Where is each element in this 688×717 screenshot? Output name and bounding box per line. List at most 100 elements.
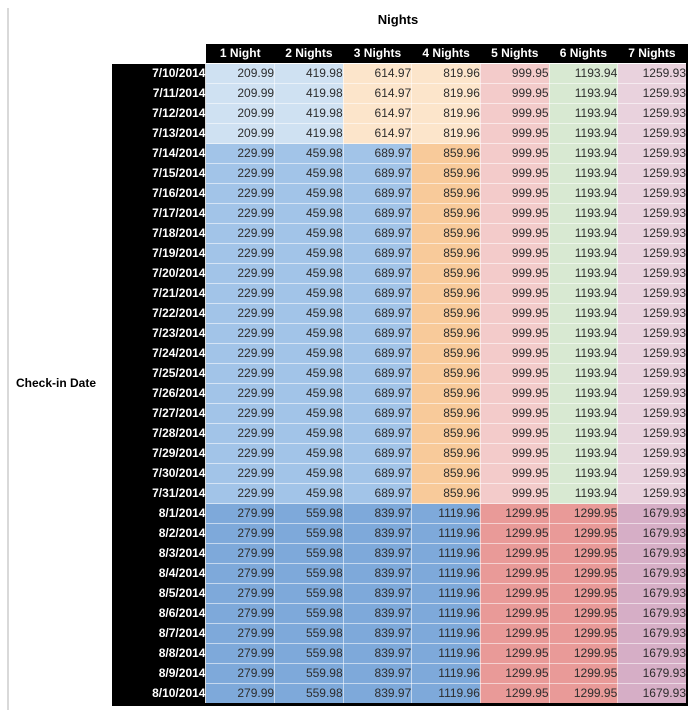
price-cell[interactable]: 689.97 [343,303,413,324]
price-cell[interactable]: 999.95 [480,323,550,344]
price-cell[interactable]: 459.98 [274,283,344,304]
row-header-date[interactable]: 7/30/2014 [112,463,207,484]
price-cell[interactable]: 1299.95 [549,543,619,564]
column-header[interactable]: 3 Nights [343,44,412,64]
price-cell[interactable]: 209.99 [205,63,276,84]
price-cell[interactable]: 559.98 [274,503,344,524]
price-cell[interactable]: 614.97 [343,103,413,124]
price-cell[interactable]: 559.98 [274,603,344,624]
price-cell[interactable]: 819.96 [411,103,481,124]
price-cell[interactable]: 859.96 [411,403,481,424]
price-cell[interactable]: 999.95 [480,243,550,264]
price-cell[interactable]: 229.99 [205,423,276,444]
price-cell[interactable]: 1119.96 [411,543,481,564]
price-cell[interactable]: 1299.95 [549,503,619,524]
price-cell[interactable]: 859.96 [411,243,481,264]
price-cell[interactable]: 209.99 [205,83,276,104]
price-cell[interactable]: 999.95 [480,103,550,124]
row-header-date[interactable]: 7/18/2014 [112,223,207,244]
price-cell[interactable]: 1193.94 [549,243,619,264]
price-cell[interactable]: 1259.93 [617,143,688,164]
price-cell[interactable]: 999.95 [480,223,550,244]
price-cell[interactable]: 839.97 [343,523,413,544]
price-cell[interactable]: 1679.93 [617,523,688,544]
price-cell[interactable]: 819.96 [411,123,481,144]
price-cell[interactable]: 999.95 [480,343,550,364]
price-cell[interactable]: 419.98 [274,83,344,104]
price-cell[interactable]: 1299.95 [480,563,550,584]
price-cell[interactable]: 1299.95 [480,583,550,604]
price-cell[interactable]: 279.99 [205,643,276,664]
price-cell[interactable]: 1299.95 [480,643,550,664]
price-cell[interactable]: 999.95 [480,83,550,104]
price-cell[interactable]: 229.99 [205,283,276,304]
price-cell[interactable]: 459.98 [274,323,344,344]
row-header-date[interactable]: 7/28/2014 [112,423,207,444]
price-cell[interactable]: 279.99 [205,603,276,624]
price-cell[interactable]: 459.98 [274,223,344,244]
row-header-date[interactable]: 7/26/2014 [112,383,207,404]
price-cell[interactable]: 689.97 [343,363,413,384]
row-header-date[interactable]: 7/31/2014 [112,483,207,504]
price-cell[interactable]: 459.98 [274,343,344,364]
price-cell[interactable]: 559.98 [274,643,344,664]
price-cell[interactable]: 459.98 [274,403,344,424]
row-header-date[interactable]: 7/29/2014 [112,443,207,464]
price-cell[interactable]: 459.98 [274,383,344,404]
price-cell[interactable]: 1193.94 [549,103,619,124]
price-cell[interactable]: 689.97 [343,343,413,364]
price-cell[interactable]: 459.98 [274,303,344,324]
price-cell[interactable]: 229.99 [205,443,276,464]
price-cell[interactable]: 459.98 [274,203,344,224]
price-cell[interactable]: 689.97 [343,283,413,304]
price-cell[interactable]: 279.99 [205,523,276,544]
price-cell[interactable]: 839.97 [343,643,413,664]
price-cell[interactable]: 1299.95 [480,623,550,644]
price-cell[interactable]: 1193.94 [549,423,619,444]
row-header-date[interactable]: 7/19/2014 [112,243,207,264]
price-cell[interactable]: 229.99 [205,223,276,244]
column-header[interactable]: 2 Nights [274,44,344,64]
price-cell[interactable]: 1119.96 [411,563,481,584]
column-header[interactable]: 7 Nights [617,44,687,64]
price-cell[interactable]: 229.99 [205,203,276,224]
row-header-date[interactable]: 7/20/2014 [112,263,207,284]
price-cell[interactable]: 819.96 [411,83,481,104]
price-cell[interactable]: 1119.96 [411,683,481,705]
price-cell[interactable]: 689.97 [343,423,413,444]
price-cell[interactable]: 1299.95 [549,523,619,544]
price-cell[interactable]: 559.98 [274,663,344,684]
price-cell[interactable]: 839.97 [343,563,413,584]
price-cell[interactable]: 999.95 [480,303,550,324]
price-cell[interactable]: 1679.93 [617,603,688,624]
price-cell[interactable]: 559.98 [274,563,344,584]
row-header-date[interactable]: 8/3/2014 [112,543,207,564]
price-cell[interactable]: 1299.95 [549,683,619,705]
price-cell[interactable]: 279.99 [205,543,276,564]
price-cell[interactable]: 614.97 [343,83,413,104]
price-cell[interactable]: 839.97 [343,543,413,564]
price-cell[interactable]: 1193.94 [549,303,619,324]
price-cell[interactable]: 999.95 [480,163,550,184]
price-cell[interactable]: 1193.94 [549,183,619,204]
price-cell[interactable]: 999.95 [480,363,550,384]
price-cell[interactable]: 839.97 [343,683,413,705]
price-cell[interactable]: 1679.93 [617,543,688,564]
price-cell[interactable]: 689.97 [343,143,413,164]
price-cell[interactable]: 229.99 [205,143,276,164]
price-cell[interactable]: 1259.93 [617,203,688,224]
price-cell[interactable]: 1119.96 [411,643,481,664]
row-header-date[interactable]: 8/10/2014 [112,683,207,705]
price-cell[interactable]: 209.99 [205,103,276,124]
row-header-date[interactable]: 7/16/2014 [112,183,207,204]
row-header-date[interactable]: 8/6/2014 [112,603,207,624]
price-cell[interactable]: 1299.95 [480,663,550,684]
price-cell[interactable]: 839.97 [343,583,413,604]
row-header-date[interactable]: 8/4/2014 [112,563,207,584]
price-cell[interactable]: 229.99 [205,343,276,364]
price-cell[interactable]: 1259.93 [617,63,688,84]
price-cell[interactable]: 459.98 [274,183,344,204]
price-cell[interactable]: 1259.93 [617,403,688,424]
price-cell[interactable]: 229.99 [205,383,276,404]
price-cell[interactable]: 689.97 [343,203,413,224]
